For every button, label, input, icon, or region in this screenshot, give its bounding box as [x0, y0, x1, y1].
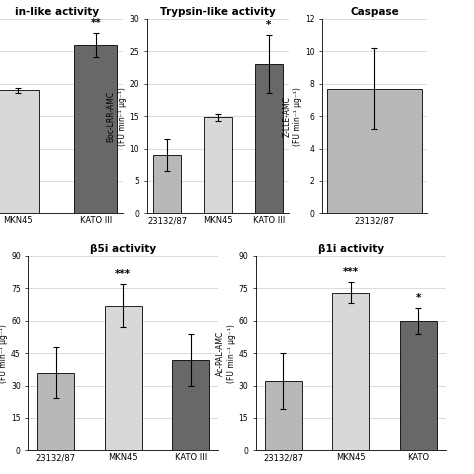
Bar	[37, 373, 74, 450]
Bar	[255, 64, 283, 213]
Y-axis label: Ac-PAL-AMC
(FU min⁻¹ µg⁻¹): Ac-PAL-AMC (FU min⁻¹ µg⁻¹)	[216, 324, 236, 383]
Title: β1i activity: β1i activity	[318, 244, 384, 254]
Title: Caspase: Caspase	[350, 7, 399, 17]
Text: **: **	[91, 18, 101, 28]
Bar	[264, 381, 302, 450]
Bar	[0, 90, 39, 213]
Y-axis label: Boc-LRR-AMC
(FU min⁻¹ µg⁻¹): Boc-LRR-AMC (FU min⁻¹ µg⁻¹)	[107, 87, 127, 146]
Text: ***: ***	[115, 269, 131, 279]
Bar	[74, 45, 117, 213]
Text: *: *	[266, 20, 272, 30]
Bar	[400, 321, 437, 450]
Bar	[172, 360, 210, 450]
Text: ***: ***	[343, 267, 359, 277]
Title: β5i activity: β5i activity	[90, 244, 156, 254]
Y-axis label: Ac-ANW-AMC
(FU min⁻¹ µg⁻¹): Ac-ANW-AMC (FU min⁻¹ µg⁻¹)	[0, 324, 8, 383]
Bar	[204, 118, 232, 213]
Bar	[332, 292, 369, 450]
Bar	[154, 155, 181, 213]
Y-axis label: Z-LLE-AMC
(FU min⁻¹ µg⁻¹): Z-LLE-AMC (FU min⁻¹ µg⁻¹)	[282, 87, 302, 146]
Bar	[105, 306, 142, 450]
Text: *: *	[416, 293, 421, 303]
Bar	[327, 89, 422, 213]
Title: in-like activity: in-like activity	[15, 7, 99, 17]
Title: Trypsin-like activity: Trypsin-like activity	[160, 7, 276, 17]
